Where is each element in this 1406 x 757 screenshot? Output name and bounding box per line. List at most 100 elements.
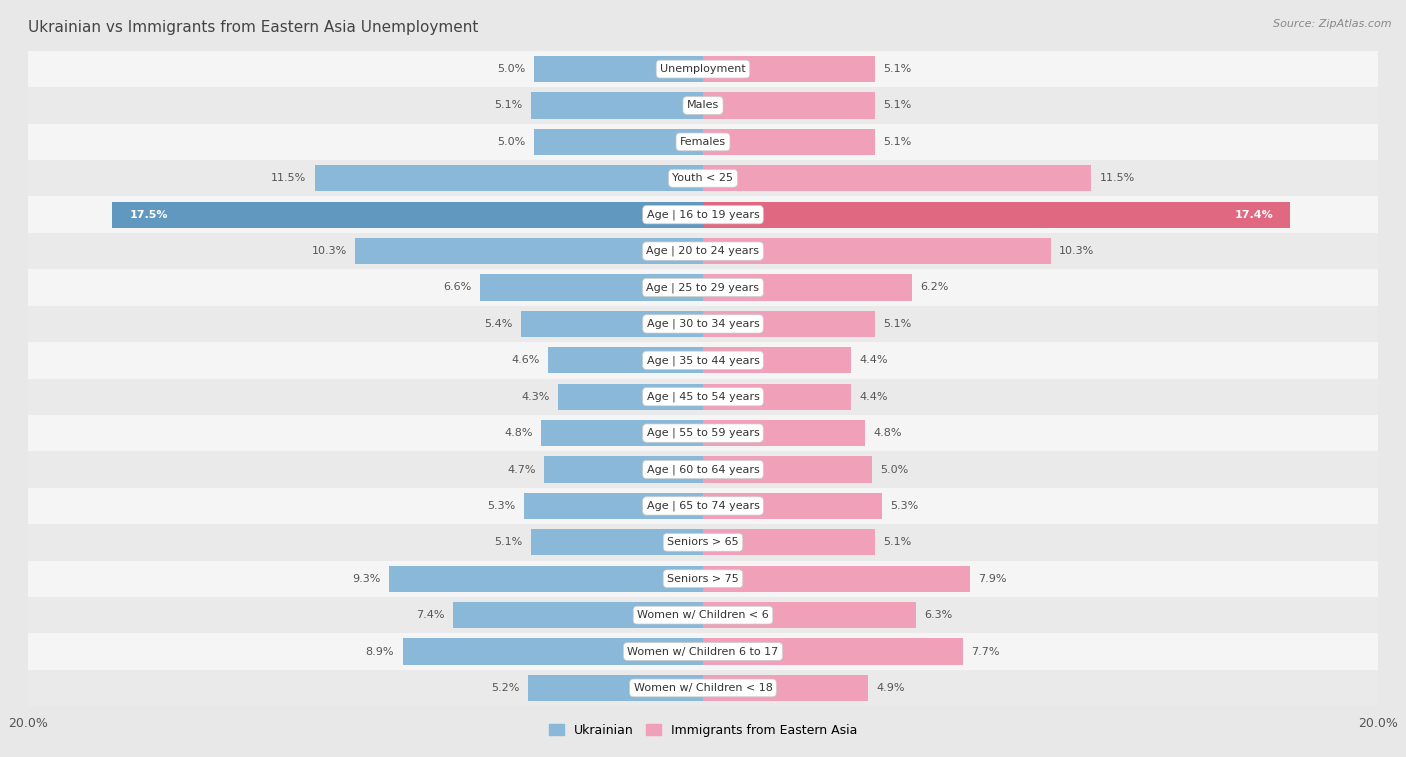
Text: 5.3%: 5.3% (890, 501, 918, 511)
Bar (0, 378, 1406, 415)
Text: 5.1%: 5.1% (495, 537, 523, 547)
Bar (0, 451, 1406, 488)
Text: 5.1%: 5.1% (883, 101, 911, 111)
Bar (481, 274, 703, 301)
Text: Age | 60 to 64 years: Age | 60 to 64 years (647, 464, 759, 475)
Bar (0, 197, 1406, 233)
Bar (0, 597, 1406, 634)
Legend: Ukrainian, Immigrants from Eastern Asia: Ukrainian, Immigrants from Eastern Asia (544, 719, 862, 742)
Bar (548, 347, 703, 373)
Text: Age | 35 to 44 years: Age | 35 to 44 years (647, 355, 759, 366)
Text: Females: Females (681, 137, 725, 147)
Text: Age | 45 to 54 years: Age | 45 to 54 years (647, 391, 759, 402)
Bar (531, 529, 703, 556)
Bar (703, 238, 1050, 264)
Bar (0, 123, 1406, 160)
Bar (703, 92, 875, 119)
Bar (541, 420, 703, 446)
Text: 6.3%: 6.3% (924, 610, 952, 620)
Text: 4.4%: 4.4% (860, 391, 889, 402)
Bar (558, 384, 703, 410)
Bar (703, 456, 872, 483)
Bar (0, 306, 1406, 342)
Bar (703, 201, 1291, 228)
Bar (520, 311, 703, 337)
Text: Age | 25 to 29 years: Age | 25 to 29 years (647, 282, 759, 293)
Bar (0, 488, 1406, 524)
Bar (356, 238, 703, 264)
Bar (524, 493, 703, 519)
Bar (402, 638, 703, 665)
Bar (0, 87, 1406, 123)
Bar (703, 674, 869, 701)
Text: 8.9%: 8.9% (366, 646, 394, 656)
Bar (703, 529, 875, 556)
Text: Women w/ Children < 6: Women w/ Children < 6 (637, 610, 769, 620)
Text: Unemployment: Unemployment (661, 64, 745, 74)
Bar (534, 56, 703, 83)
Bar (703, 384, 852, 410)
Bar (703, 165, 1091, 192)
Bar (315, 165, 703, 192)
Text: 6.6%: 6.6% (444, 282, 472, 292)
Text: 17.5%: 17.5% (129, 210, 167, 220)
Text: 4.9%: 4.9% (877, 683, 905, 693)
Bar (703, 56, 875, 83)
Text: 4.8%: 4.8% (873, 428, 901, 438)
Text: Seniors > 65: Seniors > 65 (668, 537, 738, 547)
Text: 11.5%: 11.5% (1099, 173, 1135, 183)
Bar (0, 269, 1406, 306)
Text: Age | 30 to 34 years: Age | 30 to 34 years (647, 319, 759, 329)
Text: Seniors > 75: Seniors > 75 (666, 574, 740, 584)
Bar (112, 201, 703, 228)
Text: 5.4%: 5.4% (484, 319, 512, 329)
Text: 5.3%: 5.3% (488, 501, 516, 511)
Bar (0, 233, 1406, 269)
Text: Age | 16 to 19 years: Age | 16 to 19 years (647, 210, 759, 220)
Text: 7.9%: 7.9% (979, 574, 1007, 584)
Text: 6.2%: 6.2% (921, 282, 949, 292)
Text: 5.0%: 5.0% (498, 137, 526, 147)
Text: 7.4%: 7.4% (416, 610, 444, 620)
Text: 7.7%: 7.7% (972, 646, 1000, 656)
Bar (0, 560, 1406, 597)
Text: 10.3%: 10.3% (1059, 246, 1094, 256)
Bar (0, 524, 1406, 560)
Bar (0, 51, 1406, 87)
Text: 5.1%: 5.1% (883, 64, 911, 74)
Text: 4.6%: 4.6% (510, 355, 540, 366)
Text: 5.1%: 5.1% (495, 101, 523, 111)
Text: 5.2%: 5.2% (491, 683, 519, 693)
Bar (527, 674, 703, 701)
Text: 5.1%: 5.1% (883, 137, 911, 147)
Text: 4.7%: 4.7% (508, 465, 536, 475)
Bar (544, 456, 703, 483)
Bar (703, 565, 970, 592)
Bar (703, 420, 865, 446)
Text: 4.8%: 4.8% (505, 428, 533, 438)
Bar (0, 670, 1406, 706)
Bar (703, 638, 963, 665)
Text: Ukrainian vs Immigrants from Eastern Asia Unemployment: Ukrainian vs Immigrants from Eastern Asi… (28, 20, 478, 35)
Bar (0, 342, 1406, 378)
Bar (0, 634, 1406, 670)
Text: 5.1%: 5.1% (883, 537, 911, 547)
Text: 5.0%: 5.0% (880, 465, 908, 475)
Text: 9.3%: 9.3% (353, 574, 381, 584)
Bar (0, 415, 1406, 451)
Text: 4.4%: 4.4% (860, 355, 889, 366)
Bar (703, 602, 915, 628)
Bar (531, 92, 703, 119)
Text: Women w/ Children 6 to 17: Women w/ Children 6 to 17 (627, 646, 779, 656)
Bar (453, 602, 703, 628)
Bar (534, 129, 703, 155)
Bar (389, 565, 703, 592)
Text: 4.3%: 4.3% (522, 391, 550, 402)
Text: Age | 55 to 59 years: Age | 55 to 59 years (647, 428, 759, 438)
Text: 5.0%: 5.0% (498, 64, 526, 74)
Text: Youth < 25: Youth < 25 (672, 173, 734, 183)
Text: Age | 20 to 24 years: Age | 20 to 24 years (647, 246, 759, 257)
Text: 10.3%: 10.3% (312, 246, 347, 256)
Text: 17.4%: 17.4% (1234, 210, 1274, 220)
Text: 11.5%: 11.5% (271, 173, 307, 183)
